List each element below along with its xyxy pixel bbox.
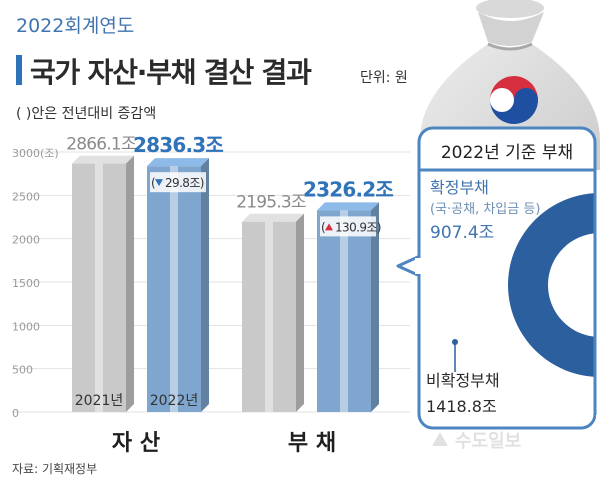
year-label: 2022년 bbox=[150, 393, 199, 409]
leader-dot bbox=[452, 339, 458, 345]
y-axis-ticks: 3000(조) 2500 2000 1500 1000 500 0 bbox=[12, 147, 59, 420]
bar-2021년-0 bbox=[72, 155, 134, 412]
bar-front-face bbox=[72, 163, 126, 412]
y-tick-label: 3000(조) bbox=[12, 147, 59, 160]
bar-value-label: 2836.3조 bbox=[133, 133, 223, 157]
change-badge-paren-open: ( bbox=[321, 220, 326, 234]
donut-clip-edge bbox=[596, 170, 600, 430]
donut-chart bbox=[452, 170, 600, 430]
category-label-assets: 자 산 bbox=[112, 431, 160, 456]
watermark-text: 수도일보 bbox=[455, 431, 521, 452]
bar-value-label: 2326.2조 bbox=[303, 177, 393, 201]
donut-slice-비확정부채 bbox=[508, 193, 600, 377]
bar-2021년-1 bbox=[242, 213, 304, 412]
category-label-liabilities: 부 채 bbox=[288, 431, 336, 456]
source-label: 자료: 기획재정부 bbox=[12, 462, 97, 476]
panel-title: 2022년 기준 부채 bbox=[441, 143, 573, 163]
bar-labels: 2866.1조 2021년 2836.3조 2022년 (29.8조) 2195.3조23… bbox=[66, 133, 394, 409]
bar-side-face bbox=[371, 202, 379, 412]
bar-top-face bbox=[317, 202, 379, 211]
bar-front-face bbox=[242, 221, 296, 412]
y-tick-label: 1000 bbox=[12, 320, 40, 333]
bar-side-face bbox=[126, 155, 134, 412]
y-tick-label: 1500 bbox=[12, 277, 40, 290]
fiscal-year-label: 2022회계연도 bbox=[16, 15, 134, 37]
watermark: 수도일보 bbox=[432, 431, 521, 452]
confirmed-debt-note: (국·공채, 차입금 등) bbox=[430, 202, 540, 217]
down-arrow-icon bbox=[155, 179, 163, 187]
y-tick-label: 2500 bbox=[12, 190, 40, 203]
bar-highlight bbox=[170, 166, 178, 412]
up-arrow-icon bbox=[325, 223, 333, 231]
bar-top-face bbox=[147, 158, 209, 167]
taegeuk-emblem-icon bbox=[490, 76, 538, 124]
confirmed-debt-label: 확정부채 bbox=[430, 178, 489, 197]
y-tick-label: 0 bbox=[12, 407, 19, 420]
y-tick-label: 2000 bbox=[12, 234, 40, 247]
y-tick-label: 500 bbox=[12, 364, 33, 377]
confirmed-debt-value: 907.4조 bbox=[430, 223, 494, 243]
debt-breakdown-panel: 2022년 기준 부채 확정부채 (국·공채, 차입금 등) 907.4조 비확… bbox=[396, 126, 600, 430]
bar-top-face bbox=[242, 213, 304, 222]
change-badge-value: 130.9조) bbox=[335, 220, 381, 234]
bar-highlight bbox=[95, 163, 103, 412]
bar-front-face bbox=[147, 166, 201, 412]
change-badge: (29.8조) bbox=[150, 172, 206, 193]
change-note: ( )안은 전년대비 증감액 bbox=[16, 106, 156, 122]
bar-value-label: 2195.3조 bbox=[236, 193, 306, 213]
bar-side-face bbox=[201, 158, 209, 412]
bar-2022년-0 bbox=[147, 158, 209, 412]
change-badge-value: 29.8조) bbox=[165, 176, 204, 190]
bar-side-face bbox=[296, 213, 304, 412]
year-label: 2021년 bbox=[75, 393, 124, 409]
bar-value-label: 2866.1조 bbox=[66, 135, 136, 155]
unit-label: 단위: 원 bbox=[360, 70, 408, 86]
bar-top-face bbox=[72, 155, 134, 164]
change-badge: (130.9조) bbox=[320, 216, 381, 237]
bar-2022년-1 bbox=[317, 202, 379, 412]
title-marker bbox=[16, 55, 22, 85]
page-title: 국가 자산·부채 결산 결과 bbox=[30, 56, 312, 89]
bar-highlight bbox=[265, 221, 273, 412]
change-badge-bg bbox=[320, 216, 376, 237]
unconfirmed-debt-label: 비확정부채 bbox=[426, 371, 500, 390]
bar-highlight bbox=[340, 210, 348, 412]
bar-front-face bbox=[317, 210, 371, 412]
change-badge-paren-open: ( bbox=[151, 176, 156, 190]
bars bbox=[72, 155, 379, 412]
unconfirmed-debt-value: 1418.8조 bbox=[426, 397, 497, 416]
bar-chart: 3000(조) 2500 2000 1500 1000 500 0 2866.1조 2021년… bbox=[12, 133, 410, 420]
change-badge-bg bbox=[150, 172, 206, 193]
watermark-logo-icon bbox=[432, 432, 448, 446]
